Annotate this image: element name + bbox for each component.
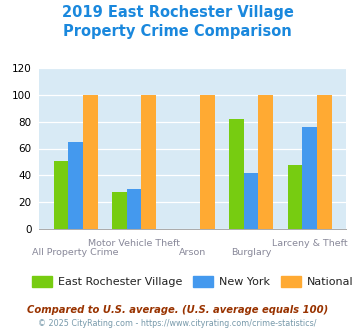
Text: Larceny & Theft: Larceny & Theft — [272, 239, 348, 248]
Bar — [83, 95, 98, 229]
Bar — [288, 165, 302, 229]
Bar — [127, 189, 141, 229]
Bar — [229, 119, 244, 229]
Text: Compared to U.S. average. (U.S. average equals 100): Compared to U.S. average. (U.S. average … — [27, 305, 328, 315]
Bar — [200, 95, 214, 229]
Bar — [258, 95, 273, 229]
Bar — [68, 142, 83, 229]
Text: Arson: Arson — [179, 248, 206, 257]
Bar — [317, 95, 332, 229]
Text: © 2025 CityRating.com - https://www.cityrating.com/crime-statistics/: © 2025 CityRating.com - https://www.city… — [38, 319, 317, 328]
Bar — [302, 127, 317, 229]
Bar — [54, 161, 68, 229]
Bar — [112, 192, 127, 229]
Bar — [244, 173, 258, 229]
Text: 2019 East Rochester Village
Property Crime Comparison: 2019 East Rochester Village Property Cri… — [61, 5, 294, 39]
Text: Burglary: Burglary — [231, 248, 271, 257]
Bar — [141, 95, 156, 229]
Legend: East Rochester Village, New York, National: East Rochester Village, New York, Nation… — [28, 272, 355, 292]
Text: All Property Crime: All Property Crime — [32, 248, 119, 257]
Text: Motor Vehicle Theft: Motor Vehicle Theft — [88, 239, 180, 248]
